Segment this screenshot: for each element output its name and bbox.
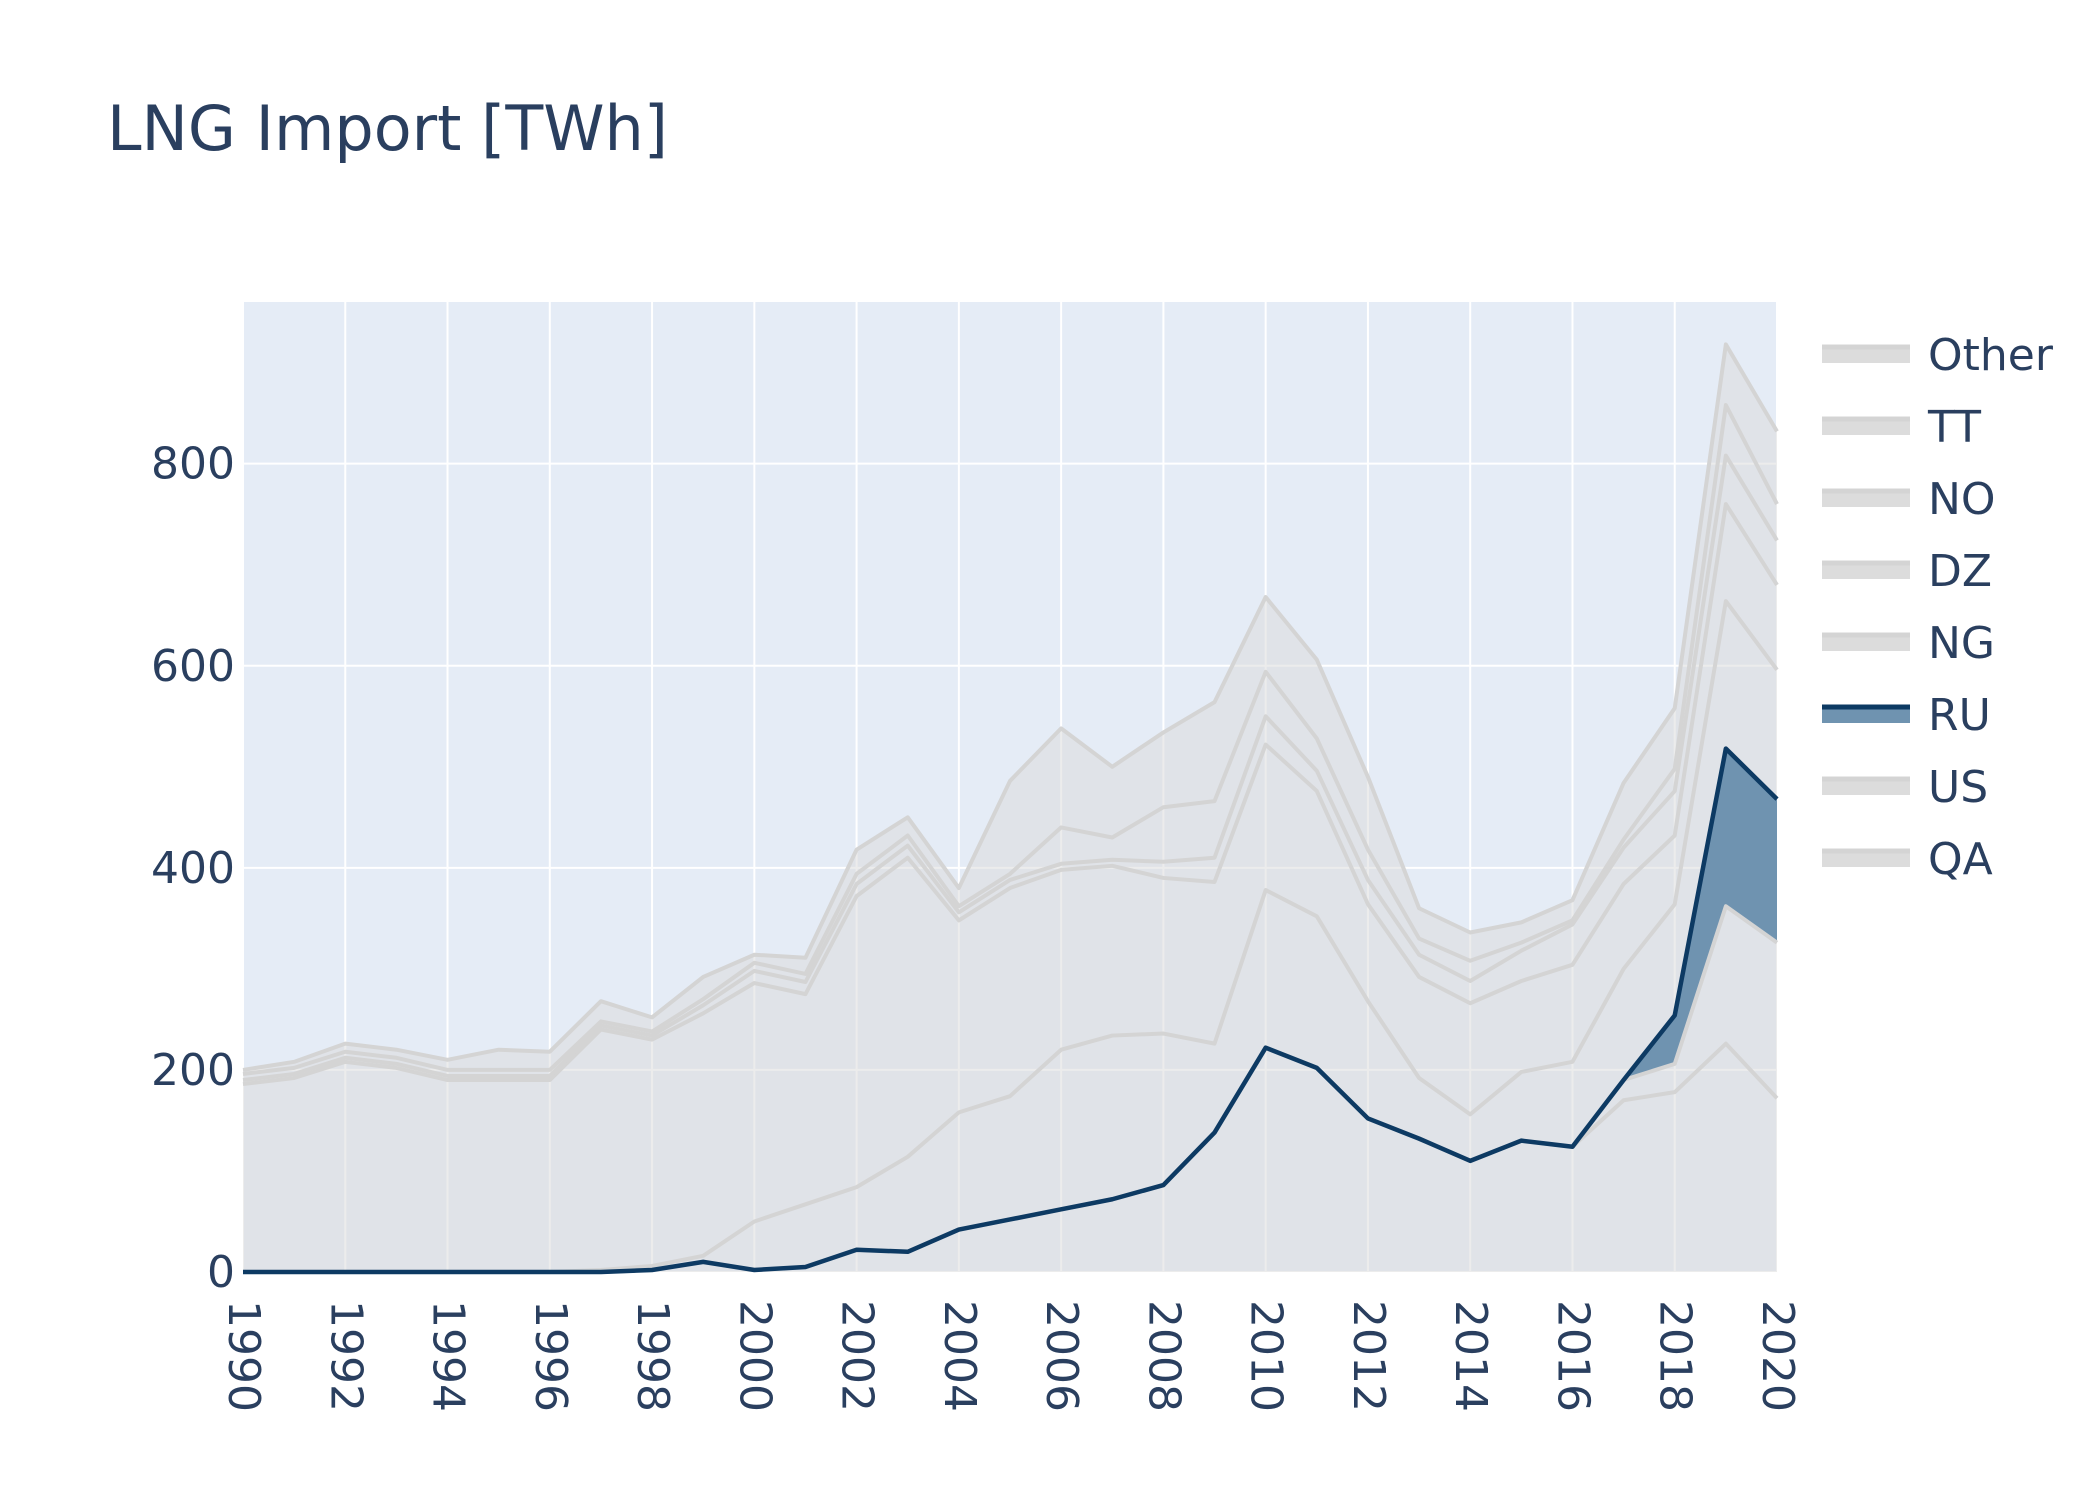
legend-label: NG (1928, 618, 1995, 669)
legend-item-us[interactable]: US (1822, 762, 1988, 813)
x-tick-label: 2014 (1445, 1300, 1496, 1412)
line-other (242, 342, 1779, 1072)
x-tick-label: 2002 (832, 1300, 883, 1412)
x-tick-label: 2020 (1752, 1300, 1803, 1412)
y-tick-label: 800 (151, 439, 235, 490)
x-tick-label: 2004 (934, 1300, 985, 1412)
y-tick-label: 400 (151, 843, 235, 894)
x-tick-label: 2010 (1241, 1300, 1292, 1412)
area-tt (243, 405, 1777, 1081)
legend-label: TT (1927, 402, 1981, 453)
legend-label: NO (1928, 474, 1996, 525)
area-no (243, 455, 1777, 1085)
legend-swatch-fill (1822, 347, 1910, 363)
line-ru (243, 746, 1779, 1275)
legend-item-dz[interactable]: DZ (1822, 546, 1992, 597)
x-tick-label: 2000 (729, 1300, 780, 1412)
area-qa (243, 1043, 1777, 1272)
x-tick-label: 1994 (423, 1300, 474, 1412)
x-tick-label: 2018 (1650, 1300, 1701, 1412)
y-axis-ticks: 0 200 400 600 800 (151, 439, 235, 1298)
x-tick-label: 1990 (218, 1300, 269, 1412)
line-no (242, 453, 1779, 1083)
y-tick-label: 600 (151, 641, 235, 692)
area-ng (243, 601, 1777, 1272)
chart-title: LNG Import [TWh] (107, 92, 668, 165)
legend-swatch-fill (1822, 707, 1910, 723)
legend-swatch-fill (1822, 491, 1910, 507)
legend-swatch-fill (1822, 419, 1910, 435)
legend-swatch-fill (1822, 851, 1910, 867)
x-tick-label: 1992 (320, 1300, 371, 1412)
legend-label: Other (1928, 330, 2054, 381)
y-tick-label: 200 (151, 1045, 235, 1096)
legend-item-ng[interactable]: NG (1822, 618, 1995, 669)
line-tt (242, 403, 1779, 1076)
legend[interactable]: Other TT NO DZ NG RU US QA (1822, 330, 2054, 885)
legend-item-tt[interactable]: TT (1822, 402, 1981, 453)
line-dz (242, 502, 1779, 1087)
legend-item-qa[interactable]: QA (1822, 834, 1993, 885)
x-tick-label: 1998 (627, 1300, 678, 1412)
legend-item-no[interactable]: NO (1822, 474, 1996, 525)
legend-label: QA (1928, 834, 1993, 885)
legend-swatch-fill (1822, 779, 1910, 795)
x-tick-label: 2006 (1036, 1300, 1087, 1412)
x-tick-label: 2008 (1138, 1300, 1189, 1412)
legend-label: DZ (1928, 546, 1992, 597)
legend-label: US (1928, 762, 1988, 813)
legend-label: RU (1928, 690, 1991, 741)
x-axis-ticks: 1990 1992 1994 1996 1998 2000 2002 2004 2006 2008… (218, 1300, 1803, 1412)
legend-swatch-fill (1822, 635, 1910, 651)
x-tick-label: 2012 (1343, 1300, 1394, 1412)
x-tick-label: 2016 (1547, 1300, 1598, 1412)
series-lines (242, 342, 1779, 1275)
y-tick-label: 0 (207, 1247, 235, 1298)
legend-item-other[interactable]: Other (1822, 330, 2054, 381)
legend-swatch-fill (1822, 563, 1910, 579)
area-dz (243, 504, 1777, 1272)
legend-item-ru[interactable]: RU (1822, 690, 1991, 741)
x-tick-label: 1996 (525, 1300, 576, 1412)
